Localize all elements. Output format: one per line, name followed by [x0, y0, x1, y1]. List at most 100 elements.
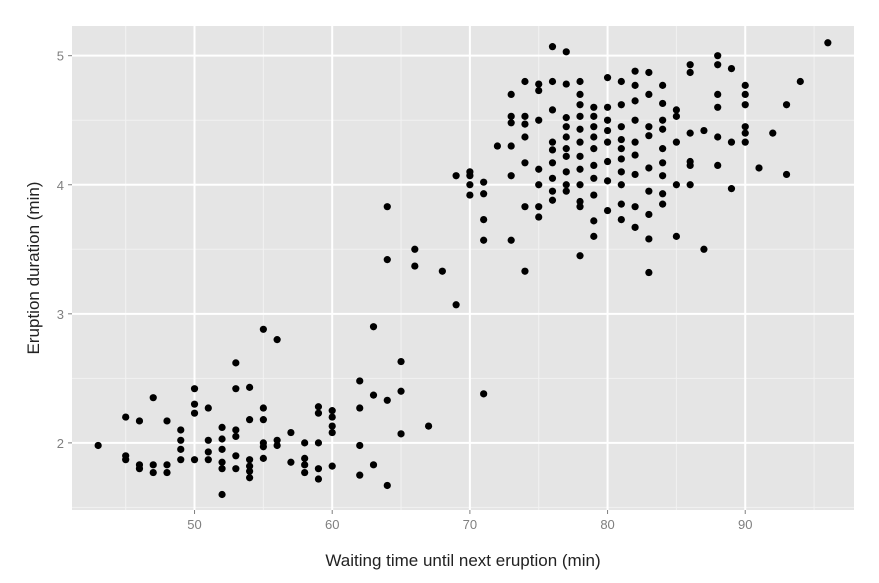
data-point	[686, 181, 694, 189]
grid-lines	[72, 26, 854, 510]
data-point	[617, 101, 625, 109]
data-point	[645, 164, 653, 172]
data-point	[548, 146, 557, 154]
data-point	[507, 142, 515, 150]
data-point	[562, 48, 570, 56]
data-point	[218, 435, 226, 443]
data-point	[135, 417, 144, 425]
data-point	[163, 461, 171, 469]
data-point	[246, 383, 254, 391]
data-point	[356, 441, 364, 450]
data-point	[535, 116, 543, 124]
data-point	[576, 90, 584, 99]
data-point	[562, 133, 570, 141]
data-point	[383, 396, 391, 404]
data-point	[548, 196, 557, 204]
data-point	[590, 232, 598, 240]
data-point	[590, 161, 598, 169]
data-point	[521, 120, 529, 128]
data-point	[659, 99, 667, 108]
data-point	[177, 456, 185, 464]
data-point	[741, 90, 749, 99]
data-point	[617, 123, 625, 131]
data-point	[163, 417, 171, 425]
data-point	[328, 422, 336, 430]
data-point	[232, 426, 240, 434]
data-point	[617, 135, 625, 144]
data-point	[521, 77, 529, 86]
data-point	[493, 142, 502, 150]
data-point	[576, 125, 584, 133]
data-point	[218, 458, 226, 466]
data-point	[631, 81, 639, 89]
data-point	[631, 203, 639, 211]
x-axis-title: Waiting time until next eruption (min)	[325, 551, 600, 570]
data-point	[246, 456, 254, 464]
data-point	[562, 145, 570, 153]
data-point	[672, 181, 680, 189]
x-tick-label: 60	[325, 517, 339, 532]
data-point	[149, 461, 157, 469]
data-point	[576, 197, 584, 206]
data-point	[369, 323, 378, 331]
data-point	[521, 112, 529, 120]
data-point	[232, 452, 240, 460]
data-point	[631, 97, 639, 105]
data-point	[617, 181, 625, 189]
data-point	[383, 481, 391, 490]
data-point	[700, 126, 708, 135]
data-point	[411, 262, 419, 270]
data-point	[287, 428, 295, 437]
data-point	[548, 106, 557, 114]
data-point	[521, 203, 529, 211]
data-point	[576, 252, 584, 260]
data-point	[576, 112, 584, 120]
data-point	[204, 456, 212, 464]
data-point	[603, 126, 612, 135]
data-point	[603, 157, 612, 166]
data-point	[218, 423, 226, 431]
data-point	[741, 138, 749, 146]
data-point	[562, 152, 570, 160]
data-point	[246, 474, 254, 482]
data-point	[122, 456, 130, 464]
data-point	[659, 200, 667, 208]
data-point	[782, 101, 791, 109]
data-point	[273, 336, 281, 344]
data-point	[232, 385, 240, 393]
data-point	[824, 39, 832, 47]
x-tick-label: 50	[187, 517, 201, 532]
data-point	[328, 462, 336, 470]
data-point	[521, 133, 529, 141]
data-point	[177, 436, 185, 444]
data-point	[190, 385, 199, 393]
data-point	[301, 468, 309, 477]
data-point	[672, 232, 680, 240]
data-point	[424, 422, 433, 430]
data-point	[590, 123, 598, 131]
data-point	[659, 172, 667, 180]
data-point	[507, 119, 515, 127]
data-point	[507, 112, 515, 120]
data-point	[190, 400, 199, 408]
data-point	[686, 157, 694, 166]
data-point	[590, 133, 598, 141]
data-point	[603, 74, 612, 82]
data-point	[356, 404, 364, 412]
data-point	[727, 185, 736, 193]
data-point	[714, 52, 722, 60]
data-point	[769, 129, 777, 137]
data-point	[562, 114, 570, 122]
data-point	[741, 81, 749, 89]
data-point	[246, 467, 254, 475]
data-point	[135, 465, 144, 473]
data-point	[617, 216, 625, 224]
data-point	[548, 159, 557, 167]
data-point	[700, 245, 708, 253]
data-point	[603, 177, 612, 185]
data-point	[301, 439, 309, 447]
data-point	[438, 267, 446, 275]
data-point	[521, 267, 529, 275]
data-point	[603, 103, 612, 111]
x-tick-label: 70	[463, 517, 477, 532]
